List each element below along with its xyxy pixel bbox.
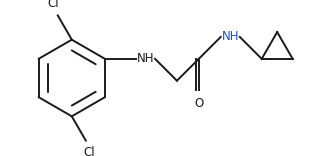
Text: NH: NH	[137, 52, 154, 65]
Text: Cl: Cl	[83, 146, 95, 156]
Text: O: O	[194, 97, 203, 110]
Text: Cl: Cl	[48, 0, 59, 10]
Text: NH: NH	[222, 30, 239, 44]
